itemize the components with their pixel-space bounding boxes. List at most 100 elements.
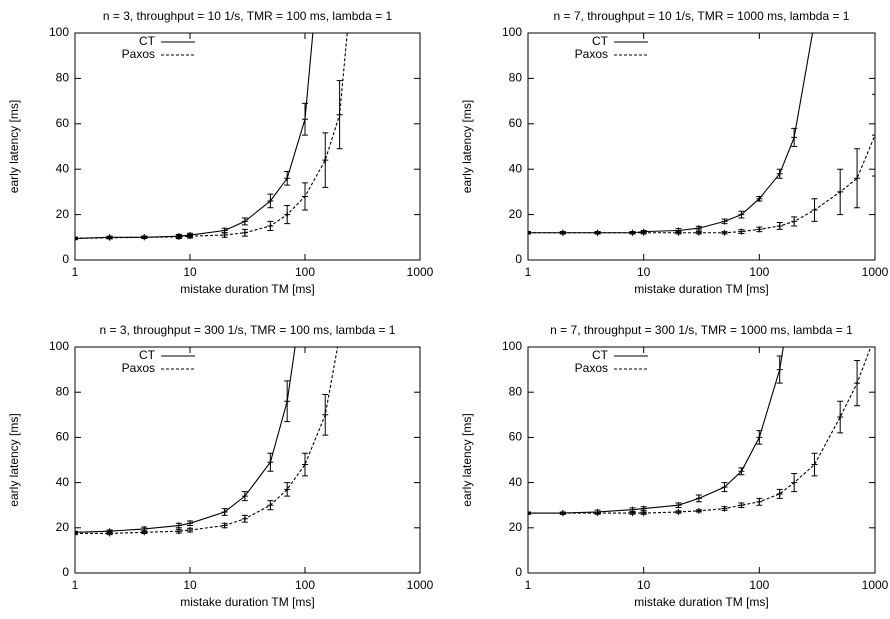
- error-bar: [336, 80, 343, 150]
- error-bar: [267, 452, 274, 472]
- error-bar: [221, 232, 228, 238]
- x-tick-label: 10: [637, 265, 651, 279]
- y-tick-label: 60: [509, 116, 523, 130]
- series-line: [528, 347, 872, 514]
- error-bar: [721, 506, 728, 511]
- series-line: [528, 33, 814, 234]
- x-tick-label: 1000: [862, 578, 889, 592]
- y-tick-label: 60: [56, 430, 70, 444]
- legend-label: CT: [592, 34, 609, 48]
- x-tick-label: 100: [295, 578, 315, 592]
- error-bar: [322, 132, 329, 188]
- error-bar: [738, 467, 745, 476]
- y-tick-label: 0: [515, 565, 522, 579]
- error-bar: [302, 182, 308, 211]
- plot-area: [528, 276, 878, 517]
- x-tick-label: 1000: [407, 578, 434, 592]
- chart-title: n = 3, throughput = 300 1/s, TMR = 100 m…: [100, 323, 396, 337]
- x-tick-label: 1: [72, 265, 79, 279]
- error-bar: [756, 226, 763, 233]
- error-bar: [241, 217, 248, 226]
- y-tick-label: 80: [56, 71, 70, 85]
- y-tick-label: 100: [49, 339, 69, 353]
- plot-area: [528, 33, 875, 236]
- legend-label: CT: [139, 34, 156, 48]
- error-bar: [594, 231, 601, 235]
- error-bar: [175, 522, 182, 529]
- y-tick-label: 100: [502, 339, 522, 353]
- error-bar: [175, 528, 182, 534]
- plot-area: [75, 347, 339, 537]
- point-marker: [528, 510, 531, 517]
- series-line: [75, 347, 296, 533]
- error-bar: [559, 231, 566, 235]
- series-line: [528, 347, 784, 514]
- error-bar: [241, 491, 248, 502]
- y-tick-label: 0: [62, 252, 69, 266]
- error-bar: [695, 494, 702, 503]
- x-tick-label: 100: [749, 578, 769, 592]
- error-bar: [756, 430, 763, 445]
- y-axis-label: early latency [ms]: [7, 413, 21, 506]
- y-tick-label: 80: [56, 384, 70, 398]
- point-marker: [791, 276, 797, 282]
- y-axis-label: early latency [ms]: [460, 100, 474, 193]
- x-tick-label: 10: [637, 578, 651, 592]
- legend-label: Paxos: [122, 47, 155, 61]
- error-bar: [284, 380, 291, 423]
- y-tick-label: 100: [502, 25, 522, 39]
- y-tick-label: 80: [509, 71, 523, 85]
- legend-label: Paxos: [575, 361, 608, 375]
- error-bar: [756, 195, 763, 202]
- error-bar: [175, 234, 182, 240]
- error-bar: [221, 522, 228, 529]
- x-tick-label: 100: [749, 265, 769, 279]
- error-bar: [284, 205, 291, 225]
- x-tick-label: 10: [183, 265, 197, 279]
- error-bar: [837, 400, 844, 434]
- error-bar: [721, 482, 728, 493]
- error-bar: [776, 488, 783, 499]
- x-tick-label: 10: [183, 578, 197, 592]
- y-tick-label: 0: [515, 252, 522, 266]
- y-tick-label: 100: [49, 25, 69, 39]
- error-bar: [106, 531, 113, 536]
- error-bar: [241, 228, 248, 237]
- point-marker: [75, 530, 78, 537]
- series-line: [75, 347, 339, 534]
- error-bar: [811, 452, 818, 477]
- error-bar: [141, 235, 148, 239]
- error-bar: [640, 511, 647, 515]
- error-bar: [854, 148, 861, 209]
- x-axis-label: mistake duration TM [ms]: [634, 282, 768, 296]
- error-bar: [141, 530, 148, 534]
- plot-area: [75, 33, 348, 242]
- error-bar: [872, 93, 875, 177]
- error-bar: [854, 360, 861, 407]
- error-bar: [267, 500, 274, 511]
- y-tick-label: 0: [62, 565, 69, 579]
- series-line: [75, 33, 348, 239]
- error-bar: [675, 502, 682, 508]
- plot-frame: [74, 32, 421, 261]
- y-tick-label: 60: [56, 116, 70, 130]
- point-marker: [75, 235, 78, 242]
- x-axis-label: mistake duration TM [ms]: [634, 595, 768, 609]
- error-bar: [221, 508, 228, 516]
- y-tick-label: 20: [509, 520, 523, 534]
- x-tick-label: 1: [525, 578, 532, 592]
- error-bar: [302, 452, 308, 477]
- error-bar: [738, 210, 745, 219]
- x-axis-label: mistake duration TM [ms]: [180, 282, 314, 296]
- error-bar: [528, 231, 531, 235]
- chart-title: n = 7, throughput = 10 1/s, TMR = 1000 m…: [554, 9, 850, 23]
- error-bar: [791, 216, 798, 227]
- error-bar: [675, 231, 682, 235]
- x-tick-label: 1000: [407, 265, 434, 279]
- point-marker: [872, 132, 875, 139]
- error-bar: [322, 393, 329, 436]
- error-bar: [811, 198, 818, 222]
- error-bar: [738, 229, 745, 234]
- point-marker: [872, 333, 878, 339]
- chart-title: n = 7, throughput = 300 1/s, TMR = 1000 …: [550, 323, 853, 337]
